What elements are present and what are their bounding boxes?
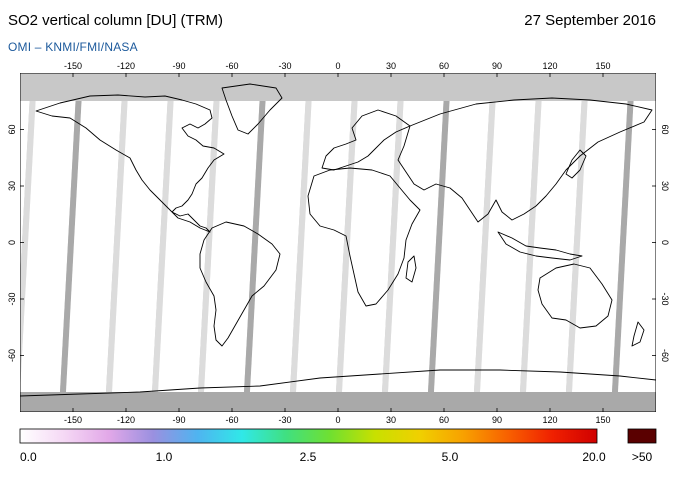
lat-tick-label-left: 60	[7, 124, 17, 134]
lon-tick-label-top: -60	[225, 61, 238, 71]
swath-strip	[388, 93, 444, 392]
swath-strip	[204, 93, 260, 392]
lat-tick-label-right: 60	[660, 124, 670, 134]
south-america-coastline	[199, 221, 281, 347]
swath-gap	[152, 93, 174, 392]
map-date: 27 September 2016	[524, 12, 656, 29]
lon-tick-label-top: 90	[492, 61, 502, 71]
swath-gap	[290, 93, 312, 392]
north-america-coastline	[35, 94, 225, 233]
lon-tick-label-top: 150	[595, 61, 610, 71]
swath-strip	[618, 93, 656, 392]
greenland-coastline	[221, 83, 283, 135]
swath-strip	[296, 93, 352, 392]
map-panel	[20, 73, 656, 412]
swath-gap	[520, 93, 542, 392]
lon-tick-label-top: 120	[542, 61, 557, 71]
swath-strip	[20, 93, 76, 392]
colorbar-label: 0.0	[20, 450, 37, 464]
swath-strip	[342, 93, 398, 392]
colorbar-labels: 0.0 1.0 2.5 5.0 20.0 >50	[20, 450, 653, 464]
lon-tick-label-top: -30	[278, 61, 291, 71]
swath-gap	[428, 93, 450, 392]
colorbar-label: 20.0	[582, 450, 606, 464]
swath-gap	[198, 93, 220, 392]
antarctica-coastline	[20, 369, 656, 397]
new-zealand-coastline	[631, 321, 645, 347]
colorbar-overflow-box	[627, 428, 657, 444]
satellite-swaths	[20, 93, 656, 392]
lon-tick-label-top: 60	[439, 61, 449, 71]
lon-tick-label-bottom: -120	[117, 415, 135, 425]
lat-tick-label-right: -30	[660, 292, 670, 305]
map-title: SO2 vertical column [DU] (TRM)	[8, 12, 224, 29]
swath-strip	[572, 93, 628, 392]
swath-gap	[612, 93, 634, 392]
lon-tick-label-top: -90	[172, 61, 185, 71]
colorbar: 0.0 1.0 2.5 5.0 20.0 >50	[19, 428, 657, 464]
australia-coastline	[537, 263, 613, 329]
lon-tick-label-top: -150	[64, 61, 82, 71]
coastlines	[20, 83, 656, 397]
data-credit: OMI – KNMI/FMI/NASA	[8, 40, 138, 54]
lon-tick-label-bottom: 120	[542, 415, 557, 425]
colorbar-label: >50	[632, 450, 653, 464]
europe-coastline	[321, 109, 411, 171]
japan-coastline	[565, 149, 587, 179]
lat-tick-label-left: 30	[7, 181, 17, 191]
swath-strip	[158, 93, 214, 392]
africa-coastline	[307, 167, 421, 307]
colorbar-label: 1.0	[156, 450, 173, 464]
lon-tick-label-top: 0	[335, 61, 340, 71]
lon-tick-label-top: 30	[386, 61, 396, 71]
colorbar-gradient	[19, 428, 598, 444]
lon-tick-label-bottom: -90	[172, 415, 185, 425]
longitude-ticks-bottom: -150 -120 -90 -60 -30 0 30 60 90 120 150	[64, 408, 611, 425]
swath-strip	[434, 93, 490, 392]
lat-tick-label-right: -60	[660, 349, 670, 362]
lon-tick-label-top: -120	[117, 61, 135, 71]
lon-tick-label-bottom: 0	[335, 415, 340, 425]
polar-no-data	[20, 73, 656, 412]
lon-tick-label-bottom: 150	[595, 415, 610, 425]
lat-tick-label-left: 0	[7, 240, 17, 245]
latitude-ticks-right: 60 30 0 -30 -60	[652, 124, 670, 362]
swath-strip	[66, 93, 122, 392]
lon-tick-label-bottom: 30	[386, 415, 396, 425]
asia-coastline	[397, 97, 653, 223]
swath-gap	[382, 93, 404, 392]
swath-strip	[250, 93, 306, 392]
swath-strip	[112, 93, 168, 392]
lat-tick-label-left: -30	[7, 292, 17, 305]
lon-tick-label-bottom: -150	[64, 415, 82, 425]
indonesia-coastline	[497, 231, 583, 261]
swath-strip	[480, 93, 536, 392]
swath-gap	[60, 93, 82, 392]
latitude-ticks-left: 60 30 0 -30 -60	[7, 124, 24, 362]
lon-tick-label-bottom: 90	[492, 415, 502, 425]
lat-tick-label-left: -60	[7, 349, 17, 362]
madagascar-coastline	[405, 255, 417, 283]
lat-tick-label-right: 0	[660, 240, 670, 245]
colorbar-label: 5.0	[442, 450, 459, 464]
swath-gap	[566, 93, 588, 392]
longitude-ticks-top: -150 -120 -90 -60 -30 0 30 60 90 120 150	[64, 61, 611, 77]
swath-gap	[106, 93, 128, 392]
lon-tick-label-bottom: -60	[225, 415, 238, 425]
colorbar-label: 2.5	[300, 450, 317, 464]
lon-tick-label-bottom: -30	[278, 415, 291, 425]
swath-gap	[244, 93, 266, 392]
lat-tick-label-right: 30	[660, 181, 670, 191]
lon-tick-label-bottom: 60	[439, 415, 449, 425]
swath-gap	[474, 93, 496, 392]
